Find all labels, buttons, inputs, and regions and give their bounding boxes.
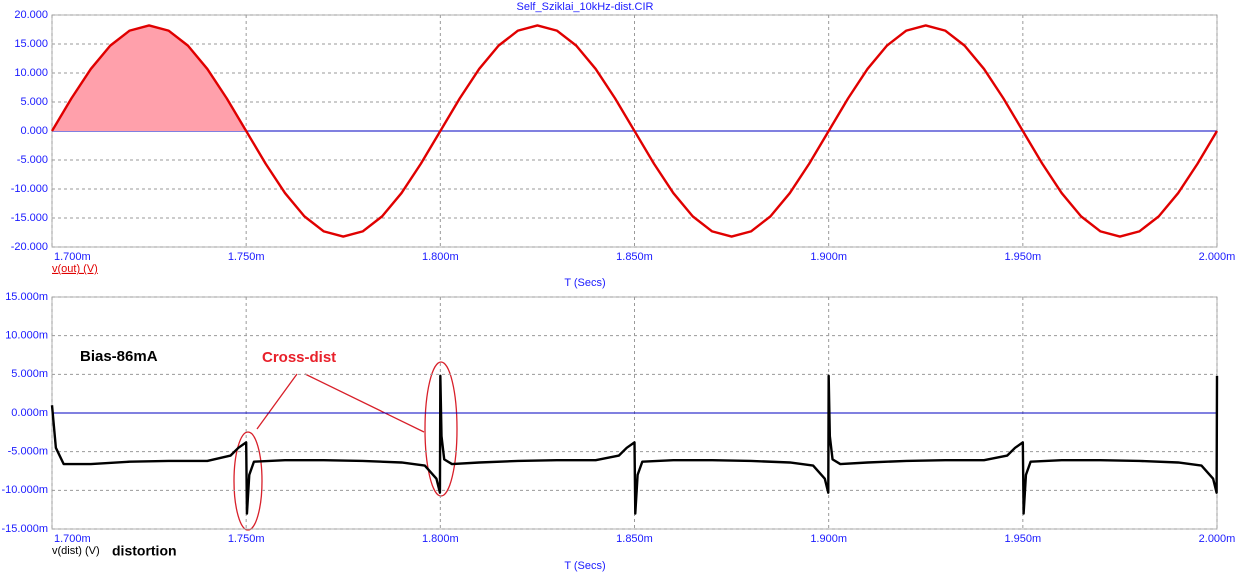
highlight-area (52, 25, 247, 131)
x-tick-label: 1.750m (228, 251, 265, 263)
callouts (233, 361, 458, 531)
y-tick-label: -5.000m (8, 446, 48, 458)
y-axis-label: v(dist) (V) (52, 545, 100, 557)
y-tick-label: 0.000 (20, 125, 48, 137)
trace (50, 374, 1219, 515)
chart-title: Self_Sziklai_10kHz-dist.CIR (517, 1, 654, 13)
y-tick-label: 10.000m (5, 330, 48, 342)
x-axis-label: T (Secs) (564, 277, 605, 289)
callout-ellipse (424, 361, 458, 497)
x-tick-label: 1.700m (54, 533, 91, 545)
y-tick-label: -5.000 (17, 154, 48, 166)
x-tick-label: 1.850m (616, 251, 653, 263)
y-tick-label: -10.000m (2, 484, 48, 496)
y-tick-label: 0.000m (11, 407, 48, 419)
x-tick-label: 1.800m (422, 251, 459, 263)
x-tick-label: 1.900m (810, 251, 847, 263)
annotation: Bias-86mA (80, 348, 158, 365)
annotation: Cross-dist (262, 349, 336, 366)
x-tick-label: 1.800m (422, 533, 459, 545)
trace (50, 24, 1219, 238)
callout-ellipse (233, 431, 263, 531)
annotation: distortion (112, 543, 177, 559)
x-tick-label: 1.900m (810, 533, 847, 545)
x-tick-label: 1.950m (1004, 533, 1041, 545)
x-tick-label: 1.850m (616, 533, 653, 545)
y-tick-label: 5.000 (20, 96, 48, 108)
y-axis-label: v(out) (V) (52, 263, 98, 275)
x-tick-label: 1.750m (228, 533, 265, 545)
callout-line (304, 373, 425, 433)
y-tick-label: -20.000 (11, 241, 48, 253)
x-tick-label: 2.000m (1199, 251, 1236, 263)
callout-line (256, 373, 298, 430)
x-tick-label: 2.000m (1199, 533, 1236, 545)
y-tick-label: 15.000m (5, 291, 48, 303)
y-tick-label: -15.000m (2, 523, 48, 535)
y-tick-label: 15.000 (14, 38, 48, 50)
y-tick-label: -15.000 (11, 212, 48, 224)
y-tick-label: -10.000 (11, 183, 48, 195)
y-tick-label: 10.000 (14, 67, 48, 79)
x-tick-label: 1.950m (1004, 251, 1041, 263)
y-tick-label: 20.000 (14, 9, 48, 21)
x-tick-label: 1.700m (54, 251, 91, 263)
x-axis-label: T (Secs) (564, 560, 605, 572)
y-tick-label: 5.000m (11, 368, 48, 380)
